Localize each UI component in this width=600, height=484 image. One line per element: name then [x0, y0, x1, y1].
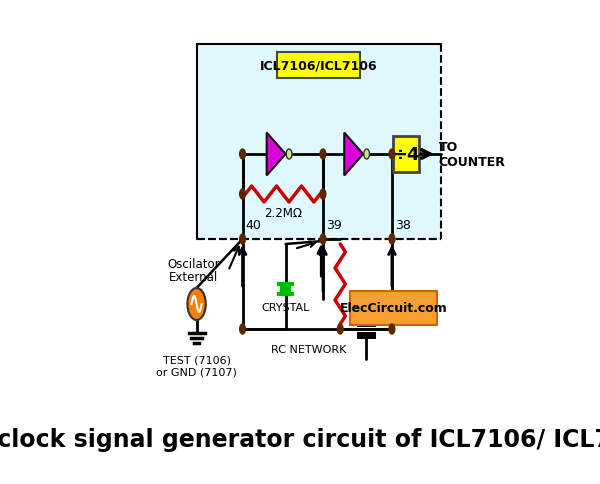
Bar: [280, 286, 292, 293]
Circle shape: [286, 150, 292, 160]
Text: CRYSTAL: CRYSTAL: [262, 302, 310, 312]
Text: ICL7106/ICL7106: ICL7106/ICL7106: [260, 60, 377, 72]
FancyBboxPatch shape: [277, 53, 360, 79]
Circle shape: [239, 235, 245, 244]
Text: 39: 39: [326, 219, 341, 231]
Circle shape: [389, 324, 395, 334]
Circle shape: [320, 235, 326, 244]
Text: 38: 38: [395, 219, 410, 231]
Bar: [197, 45, 441, 240]
Text: TO
COUNTER: TO COUNTER: [439, 141, 505, 168]
Circle shape: [364, 150, 370, 160]
Circle shape: [320, 150, 326, 160]
Circle shape: [320, 190, 326, 199]
Text: TEST (7106): TEST (7106): [163, 355, 230, 365]
Circle shape: [389, 235, 395, 244]
FancyBboxPatch shape: [350, 291, 437, 325]
Text: or GND (7107): or GND (7107): [156, 367, 237, 377]
Circle shape: [239, 150, 245, 160]
Polygon shape: [266, 133, 286, 176]
Text: 2.2MΩ: 2.2MΩ: [264, 207, 302, 220]
Text: External: External: [169, 271, 218, 284]
Circle shape: [187, 288, 206, 320]
Text: ÷4: ÷4: [392, 146, 419, 164]
Text: 40: 40: [245, 219, 261, 231]
FancyBboxPatch shape: [392, 136, 419, 173]
Text: ElecCircuit.com: ElecCircuit.com: [340, 302, 447, 315]
Text: Oscilator: Oscilator: [167, 257, 220, 271]
Text: RC NETWORK: RC NETWORK: [271, 344, 347, 354]
Polygon shape: [344, 133, 363, 176]
Text: The clock signal generator circuit of ICL7106/ ICL7107: The clock signal generator circuit of IC…: [0, 427, 600, 451]
Circle shape: [337, 324, 343, 334]
Circle shape: [239, 190, 245, 199]
Circle shape: [389, 150, 395, 160]
Circle shape: [239, 324, 245, 334]
